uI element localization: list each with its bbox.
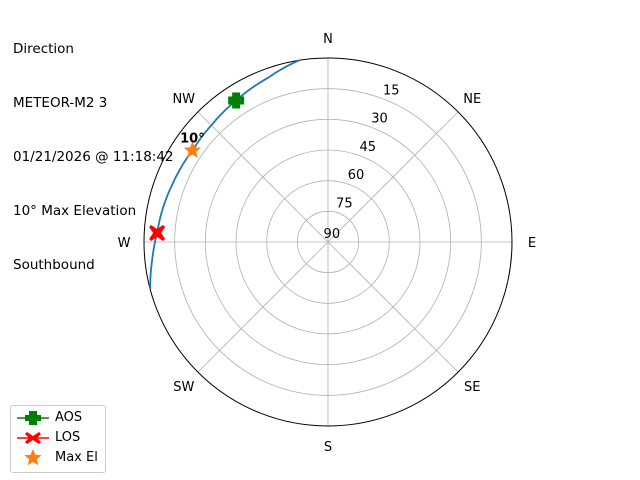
radial-tick-label-60: 60	[348, 168, 365, 183]
direction-label-nw: NW	[172, 92, 195, 107]
direction-label-ne: NE	[463, 92, 481, 107]
title-line-pass-direction: Southbound	[13, 257, 95, 273]
direction-label-s: S	[324, 440, 332, 455]
aos-marker	[228, 92, 245, 109]
direction-label-sw: SW	[173, 380, 194, 395]
grid-spoke-ne	[327, 111, 459, 243]
title-line-direction: Direction	[13, 41, 74, 57]
legend-item-max-el: Max El	[11, 448, 105, 468]
chart-title: Direction METEOR-M2 3 01/21/2026 @ 11:18…	[13, 4, 174, 292]
legend-label-aos: AOS	[55, 410, 83, 425]
radial-tick-label-15: 15	[383, 83, 400, 98]
legend-item-los: LOS	[11, 428, 105, 448]
max-el-legend-icon	[24, 449, 42, 466]
radial-tick-label-75: 75	[336, 197, 353, 212]
grid-spoke-sw	[197, 241, 329, 373]
los-legend-icon	[17, 432, 49, 444]
radial-tick-label-90: 90	[324, 227, 341, 242]
aos-legend-icon	[17, 411, 49, 425]
radial-tick-label-45: 45	[360, 140, 377, 155]
legend-label-max-el: Max El	[55, 450, 98, 465]
direction-label-n: N	[323, 32, 333, 47]
max-el-marker	[183, 141, 201, 158]
legend-label-los: LOS	[55, 430, 81, 445]
grid-spoke-nw	[197, 111, 329, 243]
title-line-max-elevation: 10° Max Elevation	[13, 203, 137, 219]
los-marker	[149, 225, 166, 242]
radial-tick-label-30: 30	[371, 112, 388, 127]
max-elevation-annotation: 10°	[180, 132, 205, 147]
title-line-datetime: 01/21/2026 @ 11:18:42	[13, 149, 174, 165]
direction-label-e: E	[528, 236, 536, 251]
title-line-satellite: METEOR-M2 3	[13, 95, 108, 111]
direction-label-se: SE	[464, 380, 480, 395]
grid-spoke-se	[327, 241, 459, 373]
legend-item-aos: AOS	[11, 408, 105, 428]
polar-frame	[143, 57, 513, 427]
legend: AOS LOS Max El	[10, 405, 106, 473]
direction-label-w: W	[118, 236, 131, 251]
